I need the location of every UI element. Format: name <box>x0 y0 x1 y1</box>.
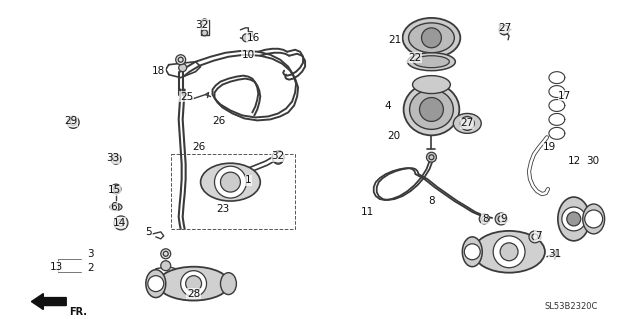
Ellipse shape <box>462 237 482 267</box>
Circle shape <box>67 116 79 128</box>
Text: 32: 32 <box>195 20 208 30</box>
Circle shape <box>176 55 186 65</box>
Ellipse shape <box>558 197 589 241</box>
Circle shape <box>529 231 541 243</box>
Circle shape <box>161 261 171 271</box>
Text: 32: 32 <box>271 151 285 161</box>
Ellipse shape <box>404 84 460 135</box>
Ellipse shape <box>110 204 122 211</box>
Circle shape <box>567 212 580 226</box>
Text: SL53B2320C: SL53B2320C <box>544 302 598 311</box>
Text: 17: 17 <box>558 91 572 100</box>
Ellipse shape <box>583 204 605 234</box>
FancyArrow shape <box>31 293 66 309</box>
Ellipse shape <box>408 53 455 71</box>
Text: 8: 8 <box>428 196 435 206</box>
Ellipse shape <box>413 76 451 93</box>
Circle shape <box>562 207 586 231</box>
Ellipse shape <box>410 90 453 130</box>
Ellipse shape <box>146 270 166 298</box>
Text: 21: 21 <box>388 35 401 45</box>
Text: 18: 18 <box>152 66 165 76</box>
Circle shape <box>420 98 444 122</box>
Text: 20: 20 <box>387 131 400 141</box>
Bar <box>171 154 295 229</box>
Text: 33: 33 <box>106 153 120 163</box>
Ellipse shape <box>158 267 229 300</box>
Text: 7: 7 <box>534 231 541 241</box>
Circle shape <box>180 271 207 297</box>
Circle shape <box>460 116 474 130</box>
Circle shape <box>479 214 489 224</box>
Ellipse shape <box>473 231 545 273</box>
Text: 30: 30 <box>586 156 599 166</box>
Circle shape <box>499 25 509 35</box>
Circle shape <box>585 210 603 228</box>
Text: 23: 23 <box>216 204 229 214</box>
Text: 14: 14 <box>113 218 125 228</box>
Text: 27: 27 <box>499 23 512 33</box>
Text: 4: 4 <box>385 101 391 111</box>
Circle shape <box>111 154 121 164</box>
Circle shape <box>161 249 171 259</box>
Circle shape <box>464 244 480 260</box>
Circle shape <box>202 19 207 25</box>
Text: 31: 31 <box>548 249 561 259</box>
Ellipse shape <box>220 273 236 294</box>
Text: FR.: FR. <box>69 307 87 316</box>
Circle shape <box>243 34 250 42</box>
Circle shape <box>214 166 246 198</box>
Text: 6: 6 <box>111 202 117 212</box>
Text: 22: 22 <box>408 53 421 63</box>
Text: 29: 29 <box>65 116 78 126</box>
Text: 19: 19 <box>543 142 557 152</box>
Text: 9: 9 <box>501 214 508 224</box>
Text: 3: 3 <box>87 249 93 259</box>
Circle shape <box>114 216 128 230</box>
Text: 13: 13 <box>50 262 63 272</box>
Circle shape <box>495 213 507 225</box>
Ellipse shape <box>453 114 481 133</box>
Text: 27: 27 <box>461 118 474 129</box>
Text: 5: 5 <box>145 227 152 237</box>
Ellipse shape <box>403 18 460 58</box>
Circle shape <box>272 151 284 163</box>
Circle shape <box>426 152 436 162</box>
Circle shape <box>273 154 283 164</box>
Ellipse shape <box>408 23 454 53</box>
Ellipse shape <box>413 56 449 68</box>
Circle shape <box>493 236 525 268</box>
Circle shape <box>186 276 202 292</box>
Text: 25: 25 <box>180 92 193 101</box>
Text: 1: 1 <box>245 175 252 185</box>
Text: 8: 8 <box>482 214 488 224</box>
Circle shape <box>422 28 442 48</box>
Circle shape <box>111 184 121 194</box>
Circle shape <box>179 64 187 72</box>
Circle shape <box>220 172 241 192</box>
Text: 28: 28 <box>187 289 200 299</box>
Text: 2: 2 <box>87 263 93 273</box>
Text: 11: 11 <box>361 207 374 217</box>
Text: 26: 26 <box>212 116 225 126</box>
Circle shape <box>500 243 518 261</box>
Circle shape <box>202 30 207 36</box>
Text: 26: 26 <box>192 142 205 152</box>
Circle shape <box>148 276 164 292</box>
Text: 10: 10 <box>242 50 255 60</box>
Text: 16: 16 <box>246 33 260 43</box>
Text: 15: 15 <box>108 185 120 195</box>
Text: 12: 12 <box>568 156 581 166</box>
Ellipse shape <box>200 163 260 201</box>
